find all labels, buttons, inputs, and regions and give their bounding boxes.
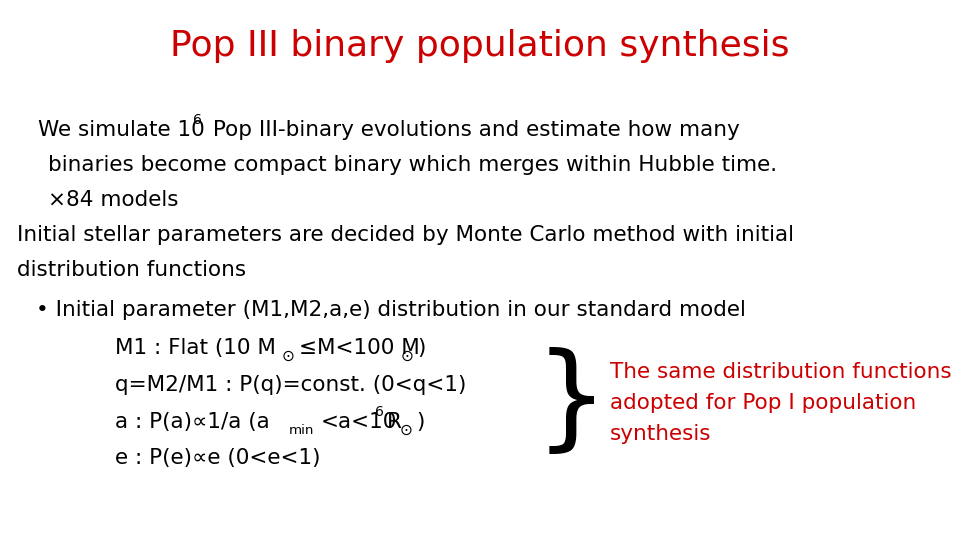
Text: e : P(e)∝e (0<e<1): e : P(e)∝e (0<e<1) [115,448,321,468]
Text: The same distribution functions: The same distribution functions [610,362,951,382]
Text: a : P(a)∝1/a (a: a : P(a)∝1/a (a [115,412,270,432]
Text: }: } [535,347,608,459]
Text: <a<10: <a<10 [321,412,397,432]
Text: adopted for Pop I population: adopted for Pop I population [610,393,916,413]
Text: synthesis: synthesis [610,424,711,444]
Text: 6: 6 [193,113,202,127]
Text: Initial stellar parameters are decided by Monte Carlo method with initial: Initial stellar parameters are decided b… [17,225,794,245]
Text: We simulate 10: We simulate 10 [38,120,205,140]
Text: Pop III binary population synthesis: Pop III binary population synthesis [170,29,790,63]
Text: distribution functions: distribution functions [17,260,247,280]
Text: ⊙: ⊙ [400,349,414,364]
Text: Pop III-binary evolutions and estimate how many: Pop III-binary evolutions and estimate h… [206,120,740,140]
Text: ⊙: ⊙ [281,349,295,364]
Text: M1 : Flat (10 M: M1 : Flat (10 M [115,338,276,358]
Text: ⊙: ⊙ [399,423,413,438]
Text: q=M2/M1 : P(q)=const. (0<q<1): q=M2/M1 : P(q)=const. (0<q<1) [115,375,467,395]
Text: ≤M<100 M: ≤M<100 M [299,338,420,358]
Text: • Initial parameter (M1,M2,a,e) distribution in our standard model: • Initial parameter (M1,M2,a,e) distribu… [36,300,746,320]
Text: binaries become compact binary which merges within Hubble time.: binaries become compact binary which mer… [48,155,778,175]
Text: ×84 models: ×84 models [48,190,179,210]
Text: min: min [289,424,314,437]
Text: 6: 6 [375,406,384,419]
Text: ): ) [418,338,426,358]
Text: R: R [387,412,402,432]
Text: ): ) [417,412,425,432]
